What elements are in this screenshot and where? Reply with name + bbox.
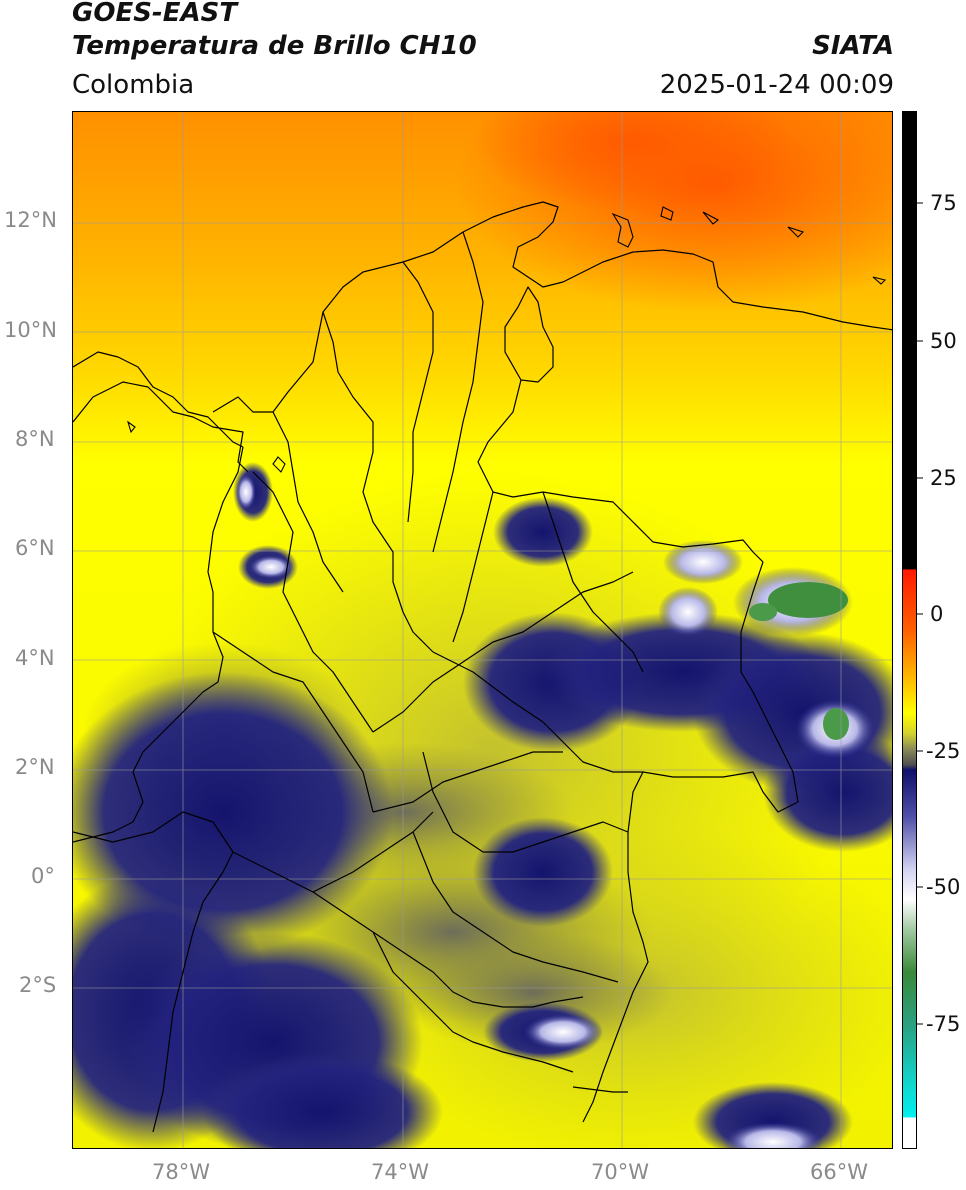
datetime-label: 2025-01-24 00:09 xyxy=(659,70,894,100)
colorbar-tick-label: -50 xyxy=(926,875,961,899)
colorbar-ticks xyxy=(917,202,923,1025)
product-title: Temperatura de Brillo CH10 xyxy=(72,31,477,61)
lon-tick-label: 66°W xyxy=(810,1160,868,1184)
colorbar-gradient xyxy=(903,112,916,1148)
lon-tick-label: 70°W xyxy=(591,1160,649,1184)
lat-tick-label: 0° xyxy=(31,864,55,888)
region-label: Colombia xyxy=(72,70,195,100)
satellite-title: GOES-EAST xyxy=(72,0,238,28)
lat-tick-label: 2°N xyxy=(15,755,55,779)
satellite-image xyxy=(73,112,892,1148)
colorbar-tick-label: 25 xyxy=(930,466,957,490)
colorbar-tick-label: -25 xyxy=(926,739,961,763)
lat-tick-label: 6°N xyxy=(15,536,55,560)
lon-tick-label: 74°W xyxy=(371,1160,429,1184)
lat-tick-label: 8°N xyxy=(15,427,55,451)
colorbar-tick-label: 50 xyxy=(930,329,957,353)
organization-label: SIATA xyxy=(812,31,894,61)
lon-tick-label: 78°W xyxy=(152,1160,210,1184)
colorbar-tick-label: 0 xyxy=(930,602,944,626)
colorbar-tick-label: -75 xyxy=(926,1012,961,1036)
lat-tick-label: 10°N xyxy=(4,318,57,342)
temperature-colorbar xyxy=(902,111,917,1149)
satellite-map[interactable] xyxy=(72,111,893,1149)
lat-tick-label: 12°N xyxy=(4,208,57,232)
lat-tick-label: 2°S xyxy=(19,973,57,997)
colorbar-tick-label: 75 xyxy=(930,191,957,215)
lat-tick-label: 4°N xyxy=(15,646,55,670)
